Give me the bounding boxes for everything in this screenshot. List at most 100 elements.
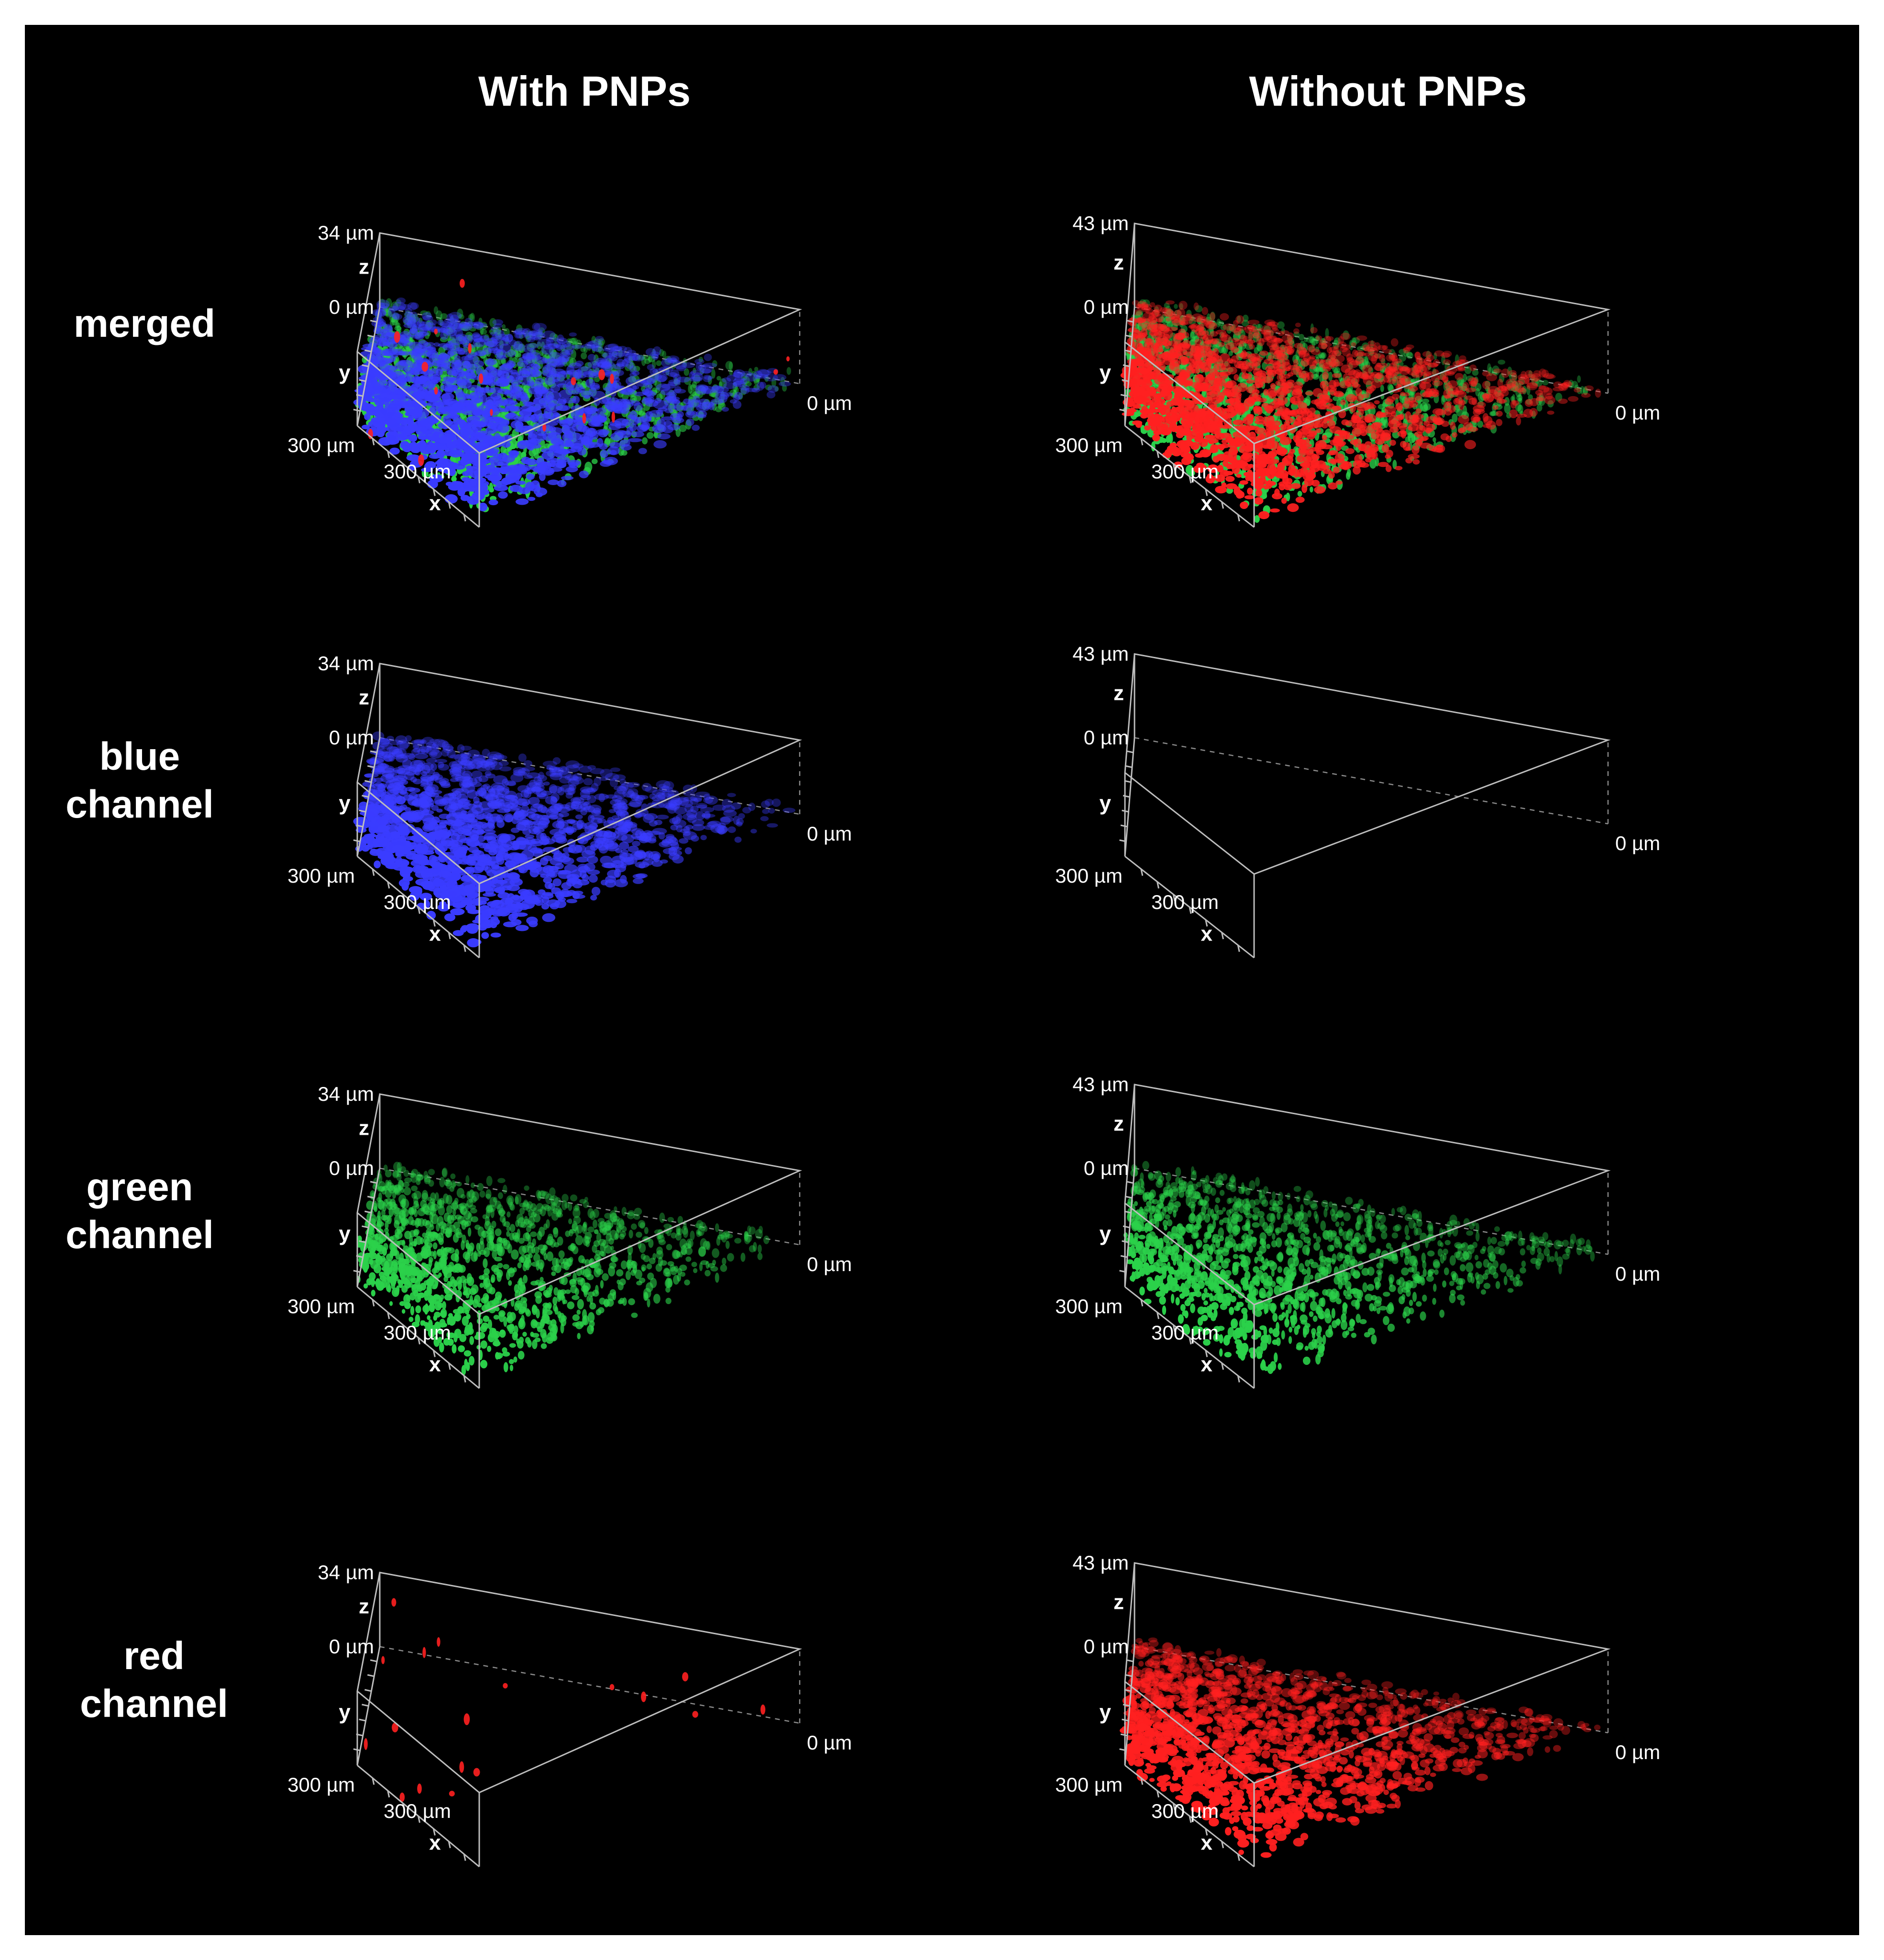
panel-red-channel-with-pnps: 34 µm z 0 µm 0 µm y 300 µm 300 µm x [254, 1489, 1020, 1919]
figure-background: With PNPs Without PNPs merged blue chann… [25, 25, 1859, 1935]
z-axis-letter: z [1113, 1112, 1124, 1135]
x-max-label: 300 µm [1151, 891, 1219, 913]
z-axis-letter: z [359, 255, 369, 278]
axis-ticks [353, 1181, 466, 1383]
panel-green-channel-with-pnps: 34 µm z 0 µm 0 µm y 300 µm 300 µm x [254, 1010, 1020, 1441]
axis-ticks [353, 1659, 466, 1861]
x-min-label: 0 µm [1615, 1262, 1660, 1285]
volume-render-svg: 34 µm z 0 µm 0 µm y 300 µm 300 µm x [287, 1561, 852, 1868]
y-max-label: 300 µm [1055, 1773, 1123, 1796]
z-min-label: 0 µm [329, 1635, 374, 1658]
axis-ticks [353, 750, 466, 952]
panel-green-channel-without-pnps: 43 µm z 0 µm 0 µm y 300 µm 300 µm x [1005, 1010, 1818, 1441]
z-min-label: 0 µm [1084, 726, 1129, 749]
x-axis-letter: x [429, 1831, 441, 1855]
x-max-label: 300 µm [384, 460, 451, 483]
cell-signal [1120, 299, 1601, 523]
y-axis-letter: y [339, 361, 351, 385]
x-min-label: 0 µm [1615, 401, 1660, 424]
box-hidden-edges [1134, 1167, 1609, 1255]
box-hidden-edges [379, 1167, 801, 1246]
cell-signal [353, 731, 795, 948]
axis-ticks [1119, 320, 1240, 521]
axis-labels: 43 µm z 0 µm 0 µm y 300 µm 300 µm x [1055, 1073, 1660, 1376]
z-max-label: 43 µm [1072, 1551, 1129, 1574]
x-axis-letter: x [1201, 1353, 1213, 1376]
axis-ticks [1119, 750, 1240, 952]
z-min-label: 0 µm [329, 726, 374, 749]
cell-signal [356, 1162, 770, 1375]
x-axis-letter: x [1201, 492, 1213, 515]
axis-ticks [353, 320, 466, 521]
axis-labels: 43 µm z 0 µm 0 µm y 300 µm 300 µm x [1055, 212, 1660, 515]
x-min-label: 0 µm [807, 1253, 852, 1275]
z-max-label: 43 µm [1072, 212, 1129, 234]
panel-blue-channel-without-pnps: 43 µm z 0 µm 0 µm y 300 µm 300 µm x [1005, 580, 1818, 1010]
axis-labels: 34 µm z 0 µm 0 µm y 300 µm 300 µm x [287, 221, 852, 515]
volume-render-svg: 43 µm z 0 µm 0 µm y 300 µm 300 µm x [1055, 1551, 1660, 1868]
y-max-label: 300 µm [287, 864, 355, 887]
box-hidden-edges [1134, 737, 1609, 825]
axis-labels: 43 µm z 0 µm 0 µm y 300 µm 300 µm x [1055, 642, 1660, 946]
box-hidden-edges [379, 737, 801, 815]
z-min-label: 0 µm [1084, 1635, 1129, 1658]
x-min-label: 0 µm [807, 822, 852, 845]
volume-render-svg: 43 µm z 0 µm 0 µm y 300 µm 300 µm x [1055, 212, 1660, 528]
volume-render-svg: 43 µm z 0 µm 0 µm y 300 µm 300 µm x [1055, 642, 1660, 959]
row-label-red-channel: red channel [80, 1634, 228, 1726]
x-min-label: 0 µm [807, 1731, 852, 1754]
panel-merged-without-pnps: 43 µm z 0 µm 0 µm y 300 µm 300 µm x [1005, 149, 1818, 580]
cell-signal [1120, 1637, 1601, 1858]
z-min-label: 0 µm [1084, 1157, 1129, 1179]
z-axis-letter: z [359, 686, 369, 709]
z-axis-letter: z [1113, 681, 1124, 705]
axis-labels: 43 µm z 0 µm 0 µm y 300 µm 300 µm x [1055, 1551, 1660, 1855]
box-hidden-edges [1134, 306, 1609, 394]
y-axis-letter: y [339, 1222, 351, 1246]
y-axis-letter: y [1100, 361, 1112, 385]
row-label-merged: merged [73, 302, 216, 345]
box-hidden-edges [1134, 1646, 1609, 1734]
row-label-blue-channel: blue channel [66, 735, 214, 827]
x-min-label: 0 µm [1615, 1741, 1660, 1763]
x-min-label: 0 µm [807, 392, 852, 414]
x-max-label: 300 µm [384, 1800, 451, 1822]
z-min-label: 0 µm [329, 296, 374, 318]
z-min-label: 0 µm [1084, 296, 1129, 318]
y-max-label: 300 µm [1055, 1295, 1123, 1318]
y-max-label: 300 µm [1055, 434, 1123, 456]
x-max-label: 300 µm [1151, 1800, 1219, 1822]
panel-merged-with-pnps: 34 µm z 0 µm 0 µm y 300 µm 300 µm x [254, 149, 1020, 580]
x-max-label: 300 µm [1151, 1321, 1219, 1344]
axis-labels: 34 µm z 0 µm 0 µm y 300 µm 300 µm x [287, 1561, 852, 1855]
axis-labels: 34 µm z 0 µm 0 µm y 300 µm 300 µm x [287, 1083, 852, 1376]
axis-ticks [1119, 1659, 1240, 1861]
volume-render-svg: 43 µm z 0 µm 0 µm y 300 µm 300 µm x [1055, 1073, 1660, 1389]
axis-labels: 34 µm z 0 µm 0 µm y 300 µm 300 µm x [287, 652, 852, 946]
panel-blue-channel-with-pnps: 34 µm z 0 µm 0 µm y 300 µm 300 µm x [254, 580, 1020, 1010]
volume-render-svg: 34 µm z 0 µm 0 µm y 300 µm 300 µm x [287, 221, 852, 528]
y-axis-letter: y [339, 1701, 351, 1724]
box-hidden-edges [379, 1646, 801, 1724]
z-axis-letter: z [1113, 251, 1124, 274]
z-axis-letter: z [359, 1595, 369, 1618]
y-axis-letter: y [1100, 792, 1112, 815]
x-axis-letter: x [1201, 1831, 1213, 1855]
volume-render-svg: 34 µm z 0 µm 0 µm y 300 µm 300 µm x [287, 652, 852, 959]
y-axis-letter: y [1100, 1701, 1112, 1724]
y-max-label: 300 µm [1055, 864, 1123, 887]
x-min-label: 0 µm [1615, 832, 1660, 854]
bounding-box [356, 1572, 803, 1868]
x-axis-letter: x [429, 1353, 441, 1376]
x-max-label: 300 µm [384, 891, 451, 913]
y-max-label: 300 µm [287, 1773, 355, 1796]
z-max-label: 34 µm [318, 221, 374, 244]
cell-signal [353, 279, 792, 512]
z-axis-letter: z [359, 1116, 369, 1140]
x-max-label: 300 µm [384, 1321, 451, 1344]
column-title-with-pnps: With PNPs [478, 67, 691, 115]
x-axis-letter: x [429, 922, 441, 946]
z-max-label: 34 µm [318, 1561, 374, 1584]
x-axis-letter: x [1201, 922, 1213, 946]
cell-signal [364, 1598, 766, 1802]
